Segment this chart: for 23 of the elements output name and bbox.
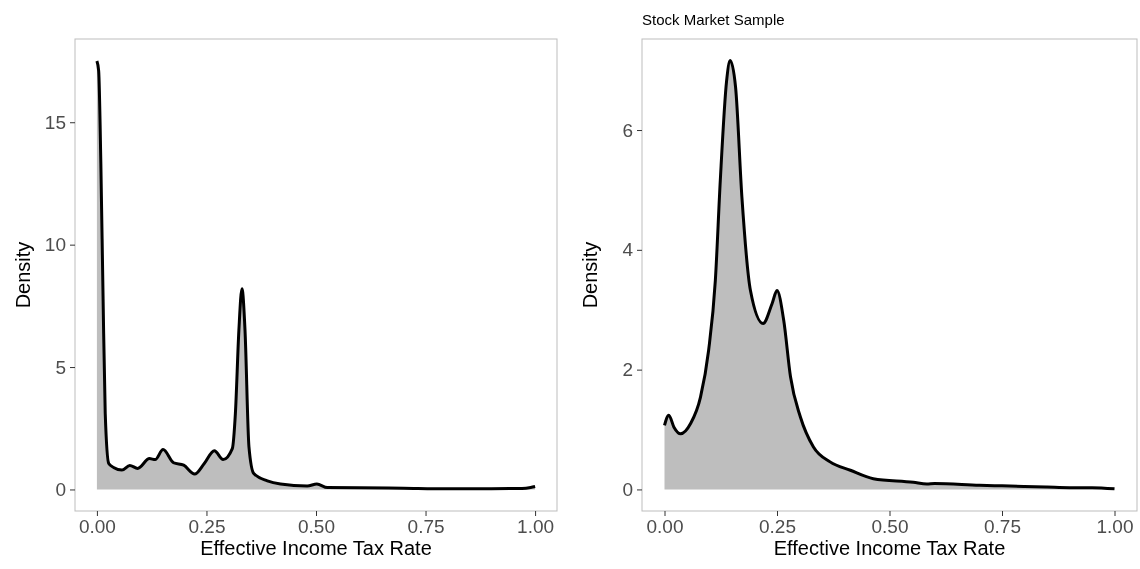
y-axis-title: Density [579, 241, 601, 309]
y-tick-label: 5 [55, 356, 66, 378]
x-tick-label: 0.00 [78, 516, 116, 538]
y-axis-title: Density [12, 241, 34, 309]
x-tick-label: 1.00 [1096, 516, 1134, 538]
y-tick-label: 0 [622, 479, 633, 501]
y-tick-label: 6 [622, 119, 633, 141]
x-tick-label: 0.00 [646, 516, 684, 538]
x-tick-label: 0.25 [188, 516, 226, 538]
x-axis-title: Effective Income Tax Rate [200, 537, 432, 559]
y-tick-label: 0 [55, 479, 66, 501]
x-tick-label: 0.75 [984, 516, 1021, 538]
x-tick-label: 0.50 [871, 516, 909, 538]
x-tick-label: 0.50 [298, 516, 335, 538]
x-tick-label: 0.25 [759, 516, 796, 538]
y-tick-label: 15 [44, 111, 66, 133]
y-tick-label: 2 [622, 359, 633, 381]
x-tick-label: 1.00 [517, 516, 555, 538]
y-tick-label: 4 [622, 239, 634, 261]
y-tick-label: 10 [44, 234, 66, 256]
x-tick-label: 0.75 [407, 516, 445, 538]
x-axis-title: Effective Income Tax Rate [773, 537, 1006, 559]
chart-title: Stock Market Sample [642, 11, 785, 28]
